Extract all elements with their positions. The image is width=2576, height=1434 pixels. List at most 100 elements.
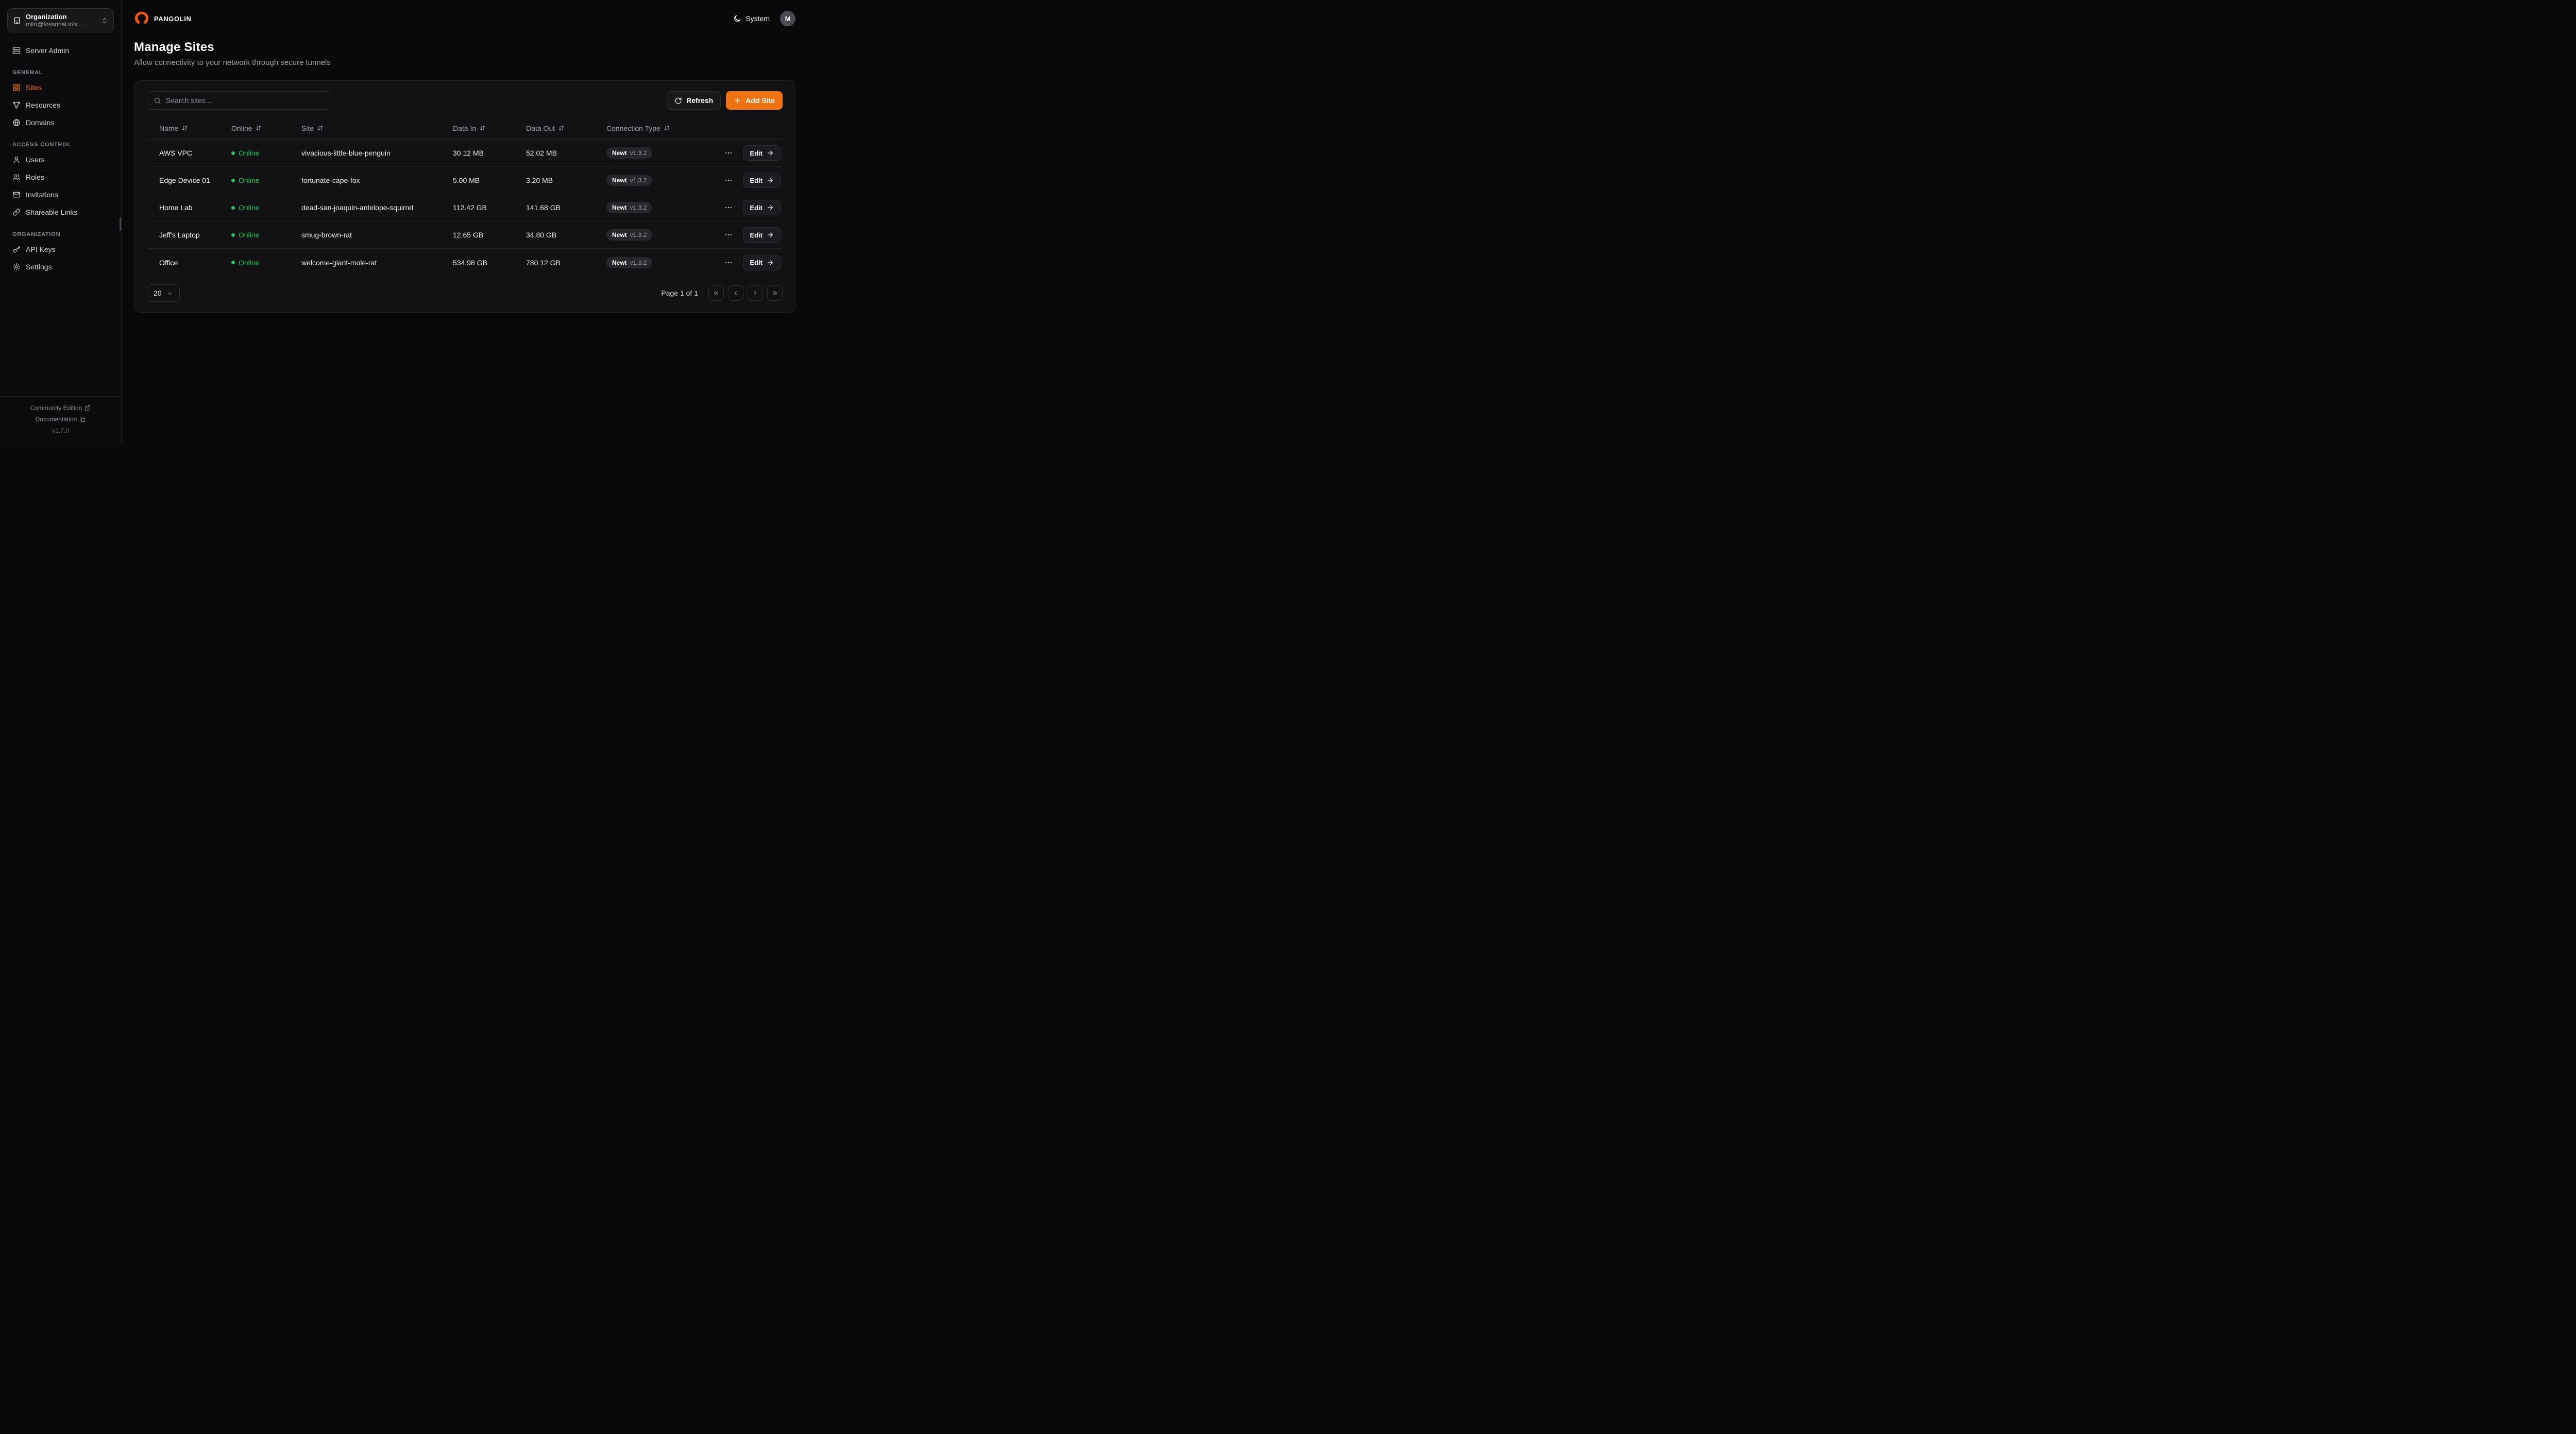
server-icon: [12, 47, 21, 54]
edit-label: Edit: [750, 149, 762, 157]
row-actions: Edit: [722, 200, 781, 215]
org-picker[interactable]: Organization milo@fossorial.io's ...: [7, 8, 114, 32]
column-header-online[interactable]: Online: [231, 124, 301, 132]
online-status: Online: [231, 231, 301, 239]
connection-type: Newt: [612, 177, 627, 184]
site-slug: fortunate-cape-fox: [301, 176, 360, 184]
column-header-site[interactable]: Site: [301, 124, 453, 132]
data-in: 5.00 MB: [453, 176, 480, 184]
grid-icon: [13, 84, 20, 91]
data-out: 3.20 MB: [526, 176, 553, 184]
page-title: Manage Sites: [134, 40, 214, 54]
site-slug: welcome-giant-mole-rat: [301, 258, 377, 267]
refresh-button[interactable]: Refresh: [667, 91, 721, 110]
sidebar-item-resources[interactable]: Resources: [7, 96, 114, 114]
theme-toggle-label: System: [745, 14, 770, 23]
edit-button[interactable]: Edit: [743, 254, 781, 270]
edit-button[interactable]: Edit: [743, 200, 781, 215]
sidebar-item-domains[interactable]: Domains: [7, 114, 114, 131]
arrow-right-icon: [768, 205, 773, 210]
column-header-name[interactable]: Name: [159, 124, 231, 132]
online-dot-icon: [231, 233, 235, 237]
table-row: Home Lab Online dead-san-joaquin-antelop…: [147, 194, 783, 221]
globe-icon: [13, 119, 20, 126]
chevron-right-icon: [754, 291, 757, 295]
search-box: [147, 91, 330, 110]
data-out: 141.68 GB: [526, 203, 561, 212]
connection-type-cell: Newt v1.3.2: [606, 257, 722, 268]
org-picker-subtitle: milo@fossorial.io's ...: [26, 21, 84, 28]
add-site-button[interactable]: Add Site: [726, 91, 783, 110]
sidebar-section-access-control: ACCESS CONTROL Users Roles Invitations S…: [7, 142, 114, 221]
page-subtitle: Allow connectivity to your network throu…: [134, 58, 331, 67]
next-page-button[interactable]: [748, 285, 763, 301]
table-header-row: Name Online Site Data In Data Out Connec…: [147, 117, 783, 140]
column-label: Site: [301, 124, 314, 132]
edit-label: Edit: [750, 231, 762, 239]
building-icon: [14, 16, 20, 24]
row-actions: Edit: [722, 145, 781, 161]
sidebar-item-label: Users: [26, 156, 45, 164]
pangolin-logo-icon: [134, 11, 149, 25]
table-row: Edge Device 01 Online fortunate-cape-fox…: [147, 167, 783, 194]
data-in: 112.42 GB: [453, 203, 487, 212]
online-status: Online: [231, 149, 301, 157]
sidebar-item-users[interactable]: Users: [7, 151, 114, 168]
row-menu-button[interactable]: [722, 174, 735, 186]
data-out: 780.12 GB: [526, 258, 561, 267]
edit-button[interactable]: Edit: [743, 145, 781, 161]
sidebar-item-settings[interactable]: Settings: [7, 258, 114, 276]
last-page-button[interactable]: [767, 285, 783, 301]
edit-label: Edit: [750, 203, 762, 212]
toolbar-actions: Refresh Add Site: [667, 91, 783, 110]
sidebar-item-shareable-links[interactable]: Shareable Links: [7, 203, 114, 221]
row-actions: Edit: [722, 254, 781, 270]
data-out: 52.02 MB: [526, 149, 557, 157]
sidebar-item-label: API Keys: [26, 245, 56, 253]
sidebar-item-roles[interactable]: Roles: [7, 168, 114, 186]
external-link-icon: [85, 405, 91, 411]
version-label: v1.7.0: [52, 427, 69, 434]
sidebar-scrollbar[interactable]: [120, 217, 121, 231]
sidebar-item-label: Invitations: [26, 191, 59, 199]
ellipsis-icon: [725, 179, 732, 181]
site-slug: smug-brown-rat: [301, 231, 352, 239]
row-menu-button[interactable]: [722, 147, 735, 159]
sidebar-item-label: Settings: [26, 263, 52, 271]
documentation-link[interactable]: Documentation: [0, 414, 121, 425]
sidebar-item-api-keys[interactable]: API Keys: [7, 241, 114, 258]
previous-page-button[interactable]: [728, 285, 743, 301]
card-toolbar: Refresh Add Site: [147, 91, 783, 110]
search-icon: [154, 97, 161, 104]
row-menu-button[interactable]: [722, 229, 735, 241]
online-status: Online: [231, 259, 301, 267]
theme-toggle-button[interactable]: System: [733, 14, 770, 23]
edit-button[interactable]: Edit: [743, 227, 781, 243]
sidebar-item-server-admin[interactable]: Server Admin: [7, 42, 114, 59]
page-content: Manage Sites Allow connectivity to your …: [122, 37, 808, 325]
data-in: 30.12 MB: [453, 149, 484, 157]
search-input[interactable]: [166, 96, 324, 105]
page-size-select[interactable]: 20: [147, 284, 180, 302]
row-menu-button[interactable]: [722, 201, 735, 214]
topbar: PANGOLIN System M: [122, 0, 808, 37]
community-edition-link[interactable]: Community Edition: [0, 402, 121, 414]
edit-button[interactable]: Edit: [743, 173, 781, 188]
column-label: Data Out: [526, 124, 555, 132]
online-dot-icon: [231, 151, 235, 155]
sites-card: Refresh Add Site Name Online Site Data I…: [134, 80, 795, 313]
moon-icon: [734, 15, 741, 22]
column-header-data-in[interactable]: Data In: [453, 124, 526, 132]
first-page-button[interactable]: [708, 285, 724, 301]
row-menu-button[interactable]: [722, 257, 735, 269]
refresh-label: Refresh: [686, 96, 714, 105]
sidebar-item-sites[interactable]: Sites: [7, 79, 114, 96]
column-header-connection-type[interactable]: Connection Type: [606, 124, 781, 132]
brand-name: PANGOLIN: [154, 14, 192, 23]
online-label: Online: [239, 258, 260, 267]
docs-icon: [80, 417, 86, 422]
column-label: Online: [231, 124, 252, 132]
sidebar-item-invitations[interactable]: Invitations: [7, 186, 114, 203]
column-header-data-out[interactable]: Data Out: [526, 124, 606, 132]
avatar[interactable]: M: [780, 11, 795, 26]
